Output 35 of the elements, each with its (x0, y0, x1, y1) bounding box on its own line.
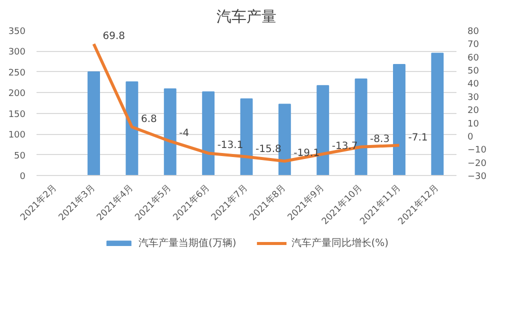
y2-tick-label: 10 (468, 119, 480, 130)
y2-tick-label: 30 (468, 92, 480, 103)
bar (431, 52, 444, 176)
bar (88, 71, 100, 176)
bar (126, 81, 138, 176)
bar (393, 64, 406, 176)
y2-tick-label: 20 (468, 106, 480, 116)
y2-tick-label: 80 (468, 27, 480, 37)
y2-tick-label: 0 (468, 132, 474, 142)
legend-label: 汽车产量同比增长(%) (291, 236, 389, 250)
chart-title: 汽车产量 (216, 8, 276, 26)
y2-tick-label: −20 (468, 158, 487, 169)
y-tick-label: 0 (20, 172, 26, 182)
y-tick-label: 50 (14, 151, 26, 162)
y-tick-label: 350 (8, 27, 26, 37)
y-tick-label: 100 (8, 130, 26, 141)
y-tick-label: 150 (8, 110, 26, 120)
y2-tick-label: 60 (468, 53, 480, 64)
data-label: 6.8 (140, 114, 157, 125)
y2-tick-label: −30 (468, 172, 487, 182)
y2-tick-label: 70 (468, 40, 480, 50)
y-tick-label: 300 (8, 48, 26, 58)
y2-tick-label: 40 (468, 80, 480, 90)
legend-label: 汽车产量当期值(万辆) (138, 236, 236, 250)
y-tick-label: 250 (8, 68, 26, 78)
y2-tick-label: 50 (468, 66, 480, 77)
data-label: -7.1 (408, 132, 428, 144)
y2-tick-label: −10 (468, 146, 487, 156)
data-label: 69.8 (102, 30, 126, 42)
data-label: -4 (179, 128, 190, 140)
bar (202, 91, 215, 176)
bar (164, 88, 176, 176)
data-label: -8.3 (370, 134, 390, 145)
y-tick-label: 200 (8, 89, 26, 100)
line-series (92, 42, 401, 163)
